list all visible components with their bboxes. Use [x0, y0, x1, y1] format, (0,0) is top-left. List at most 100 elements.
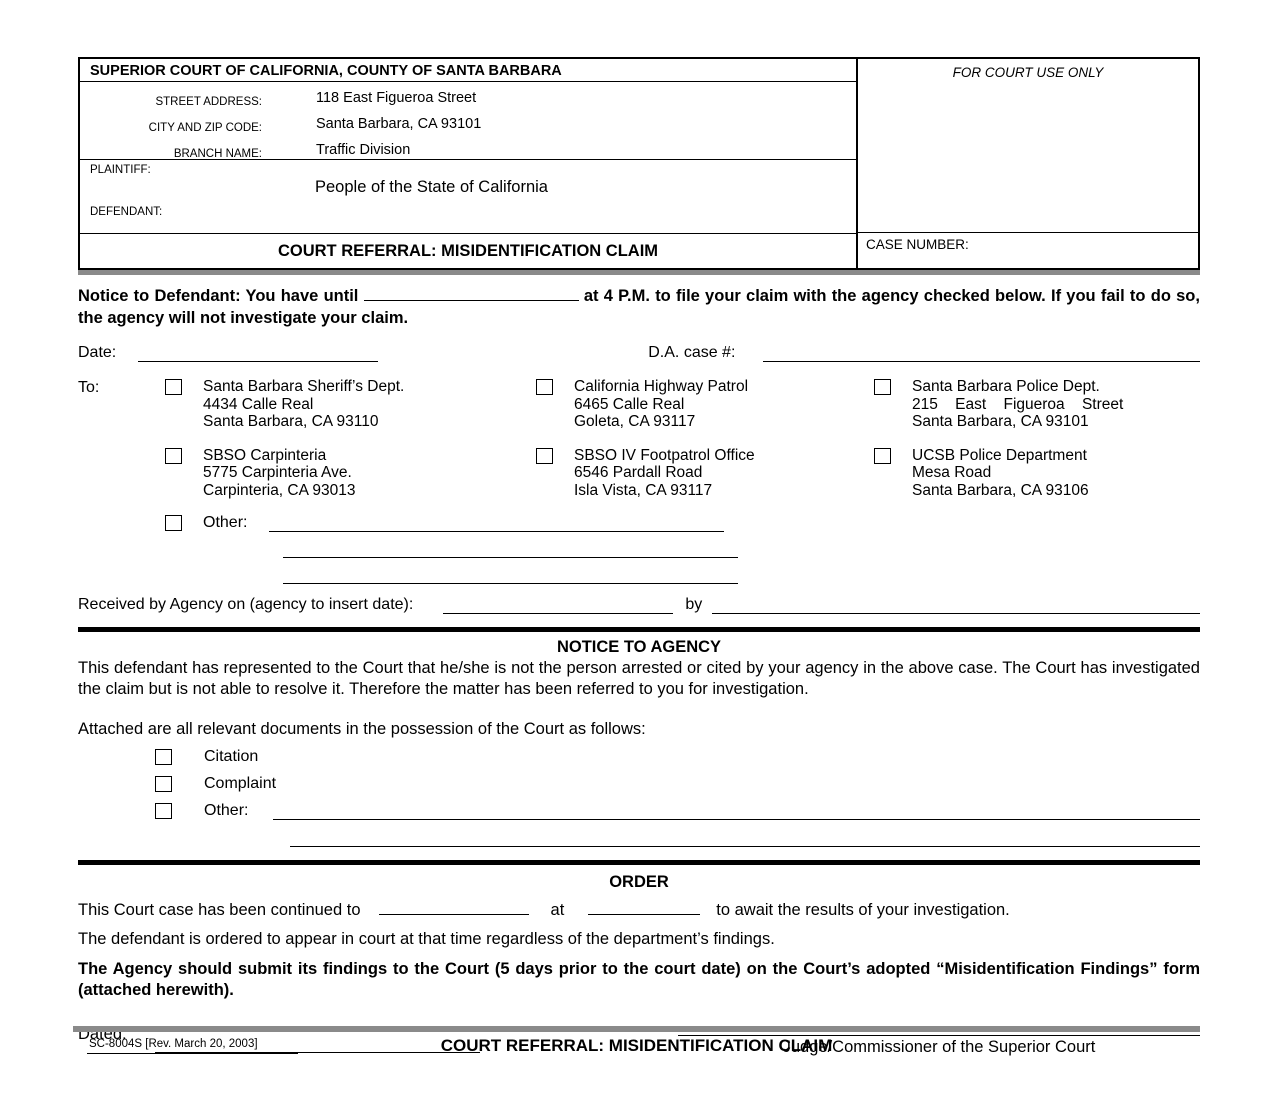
agency-address: Santa Barbara Police Dept. 215 East Figu… [912, 378, 1123, 431]
caption-right-column: FOR COURT USE ONLY CASE NUMBER: [856, 59, 1198, 268]
checkbox-sb-sheriff[interactable] [165, 379, 182, 395]
court-address-block: STREET ADDRESS: 118 East Figueroa Street… [80, 82, 856, 160]
da-case-label: D.A. case #: [648, 344, 736, 361]
branch-name-row: BRANCH NAME: Traffic Division [80, 139, 856, 165]
for-court-use-only-label: FOR COURT USE ONLY [952, 65, 1104, 80]
agency-sbso-carpinteria: SBSO Carpinteria 5775 Carpinteria Ave. C… [165, 447, 536, 500]
attachment-other-row: Other: [78, 802, 1200, 820]
order-appear-line: The defendant is ordered to appear in co… [78, 930, 775, 948]
agency-address: SBSO Carpinteria 5775 Carpinteria Ave. C… [203, 447, 356, 500]
caption-shadow-bar [78, 270, 1200, 275]
agency-name: Santa Barbara Police Dept. [912, 378, 1100, 395]
branch-name-label: BRANCH NAME: [173, 148, 262, 160]
checkbox-citation[interactable] [155, 749, 172, 765]
section-separator [78, 627, 1200, 632]
form-footer: SC-8004S [Rev. March 20, 2003] COURT REF… [73, 1026, 1200, 1056]
other-agency-blank-3[interactable] [283, 583, 738, 584]
attached-documents-intro: Attached are all relevant documents in t… [78, 720, 646, 738]
date-row: Date: D.A. case #: [78, 344, 1200, 362]
agency-sb-sheriff: Santa Barbara Sheriff’s Dept. 4434 Calle… [165, 378, 536, 431]
to-label: To: [78, 379, 100, 396]
attachment-citation-row: Citation [78, 748, 1200, 766]
checkbox-other-agency[interactable] [165, 515, 182, 531]
dated-blank[interactable] [154, 1038, 480, 1053]
at-label: at [550, 901, 565, 919]
notice-to-agency-body: This defendant has represented to the Co… [78, 659, 1200, 698]
order-findings-line: The Agency should submit its findings to… [78, 960, 1200, 999]
footer-row: SC-8004S [Rev. March 20, 2003] COURT REF… [73, 1036, 1200, 1056]
agency-address: SBSO IV Footpatrol Office 6546 Pardall R… [574, 447, 755, 500]
agency-street: 6465 Calle Real [574, 395, 685, 413]
street-address-row: STREET ADDRESS: 118 East Figueroa Street [80, 87, 856, 113]
agency-city: Santa Barbara, CA 93106 [912, 481, 1089, 499]
attachment-other-blank-1[interactable] [273, 805, 1200, 820]
agency-name: SBSO Carpinteria [203, 446, 327, 464]
checkbox-sbso-iv-footpatrol[interactable] [536, 447, 553, 464]
plaintiff-label: PLAINTIFF: [90, 164, 151, 176]
received-label: Received by Agency on (agency to insert … [78, 596, 414, 613]
agency-street: Mesa Road [912, 464, 992, 481]
judge-caption: Judge/Commissioner of the Superior Court [782, 1038, 1096, 1056]
agency-city: Carpinteria, CA 93013 [203, 481, 356, 499]
branch-name-value: Traffic Division [316, 142, 411, 158]
case-caption-table: SUPERIOR COURT OF CALIFORNIA, COUNTY OF … [78, 57, 1200, 270]
city-zip-row: CITY AND ZIP CODE: Santa Barbara, CA 931… [80, 113, 856, 139]
agency-street: 5775 Carpinteria Ave. [203, 464, 352, 481]
order-line1-before: This Court case has been continued to [78, 901, 361, 919]
form-number: SC-8004S [Rev. March 20, 2003] [87, 1038, 298, 1054]
case-number-label: CASE NUMBER: [866, 237, 969, 252]
checkbox-sb-police[interactable] [874, 379, 891, 395]
footer-form-title: COURT REFERRAL: MISIDENTIFICATION CLAIM [440, 1036, 833, 1055]
order-line1-after: to await the results of your investigati… [716, 901, 1010, 919]
agency-grid: Santa Barbara Sheriff’s Dept. 4434 Calle… [165, 378, 1200, 499]
checkbox-complaint[interactable] [155, 776, 172, 792]
plaintiff-value: People of the State of California [315, 178, 548, 196]
continued-time-blank[interactable] [588, 900, 701, 915]
parties-block: PLAINTIFF: People of the State of Califo… [80, 160, 856, 233]
agency-address: UCSB Police Department Mesa Road Santa B… [912, 447, 1089, 500]
agency-city: Santa Barbara, CA 93110 [203, 413, 379, 430]
other-agency-label: Other: [203, 514, 248, 531]
order-title: ORDER [609, 873, 669, 891]
dated-signature-row: Dated: Judge/Commissioner of the Superio… [78, 1025, 1200, 1057]
agency-name: UCSB Police Department [912, 446, 1087, 464]
city-zip-label: CITY AND ZIP CODE: [148, 122, 262, 134]
section-separator [78, 860, 1200, 865]
other-agency-row: Other: [78, 514, 1200, 532]
continued-date-blank[interactable] [378, 900, 529, 915]
agency-street: 6546 Pardall Road [574, 464, 703, 481]
case-number-cell[interactable]: CASE NUMBER: [858, 232, 1198, 268]
agency-city: Isla Vista, CA 93117 [574, 481, 713, 499]
city-zip-value: Santa Barbara, CA 93101 [316, 116, 482, 132]
checkbox-ucsb-police[interactable] [874, 447, 891, 464]
checkbox-chp[interactable] [536, 379, 553, 395]
citation-label: Citation [204, 748, 259, 765]
received-by-blank[interactable] [712, 599, 1200, 614]
footer-shadow-bar [73, 1026, 1200, 1032]
agency-sbso-iv-footpatrol: SBSO IV Footpatrol Office 6546 Pardall R… [536, 447, 874, 500]
notice-to-defendant-text-before: Notice to Defendant: You have until [78, 287, 359, 305]
agency-city: Goleta, CA 93117 [574, 413, 696, 430]
other-agency-blank-1[interactable] [269, 517, 725, 532]
agency-city: Santa Barbara, CA 93101 [912, 413, 1089, 430]
claim-deadline-blank[interactable] [363, 286, 579, 301]
judge-signature-blank[interactable] [678, 1035, 1200, 1036]
caption-left-column: SUPERIOR COURT OF CALIFORNIA, COUNTY OF … [80, 59, 856, 268]
by-label: by [685, 596, 703, 613]
signature-block: Judge/Commissioner of the Superior Court [678, 1025, 1200, 1057]
received-date-blank[interactable] [443, 599, 674, 614]
agency-sb-police: Santa Barbara Police Dept. 215 East Figu… [874, 378, 1200, 431]
attachment-other-blank-2[interactable] [290, 846, 1200, 847]
agency-address: California Highway Patrol 6465 Calle Rea… [574, 378, 748, 431]
checkbox-sbso-carpinteria[interactable] [165, 447, 182, 464]
date-blank[interactable] [138, 347, 379, 362]
agency-name: Santa Barbara Sheriff’s Dept. [203, 378, 405, 395]
agency-street: 215 East Figueroa Street [912, 395, 1124, 413]
agency-ucsb-police: UCSB Police Department Mesa Road Santa B… [874, 447, 1200, 500]
agency-name: California Highway Patrol [574, 378, 749, 395]
other-agency-blank-2[interactable] [283, 557, 738, 558]
checkbox-attachment-other[interactable] [155, 803, 172, 819]
da-case-blank[interactable] [763, 347, 1200, 362]
date-label: Date: [78, 344, 117, 361]
attachments-list: Citation Complaint Other: [78, 748, 1200, 847]
